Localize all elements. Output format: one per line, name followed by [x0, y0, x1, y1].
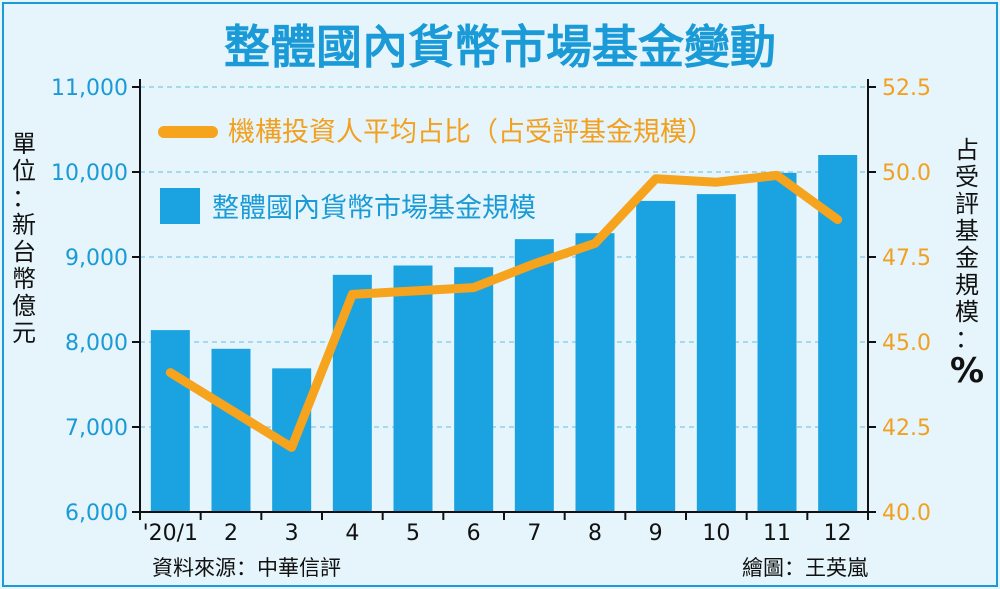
line-point	[594, 242, 596, 245]
bar	[393, 265, 433, 512]
line-point	[351, 293, 354, 296]
line-point	[230, 409, 232, 411]
chart-title: 整體國內貨幣市場基金變動	[224, 20, 776, 74]
axis-label-text: 占受評基金規模：%	[950, 136, 984, 391]
x-tick-label: 12	[824, 521, 852, 546]
line-point	[715, 181, 718, 184]
x-tick-label: 6	[467, 521, 481, 546]
x-tick-label: 4	[345, 521, 359, 546]
legend-line-label: 機構投資人平均占比（占受評基金規模）	[228, 117, 714, 148]
x-tick-label: 9	[649, 521, 663, 546]
right-tick-label: 50.0	[882, 161, 931, 186]
x-tick-label: 5	[406, 521, 420, 546]
left-tick-label: 10,000	[51, 161, 128, 186]
legend: 機構投資人平均占比（占受評基金規模） 整體國內貨幣市場基金規模	[158, 117, 714, 224]
bar	[454, 267, 494, 512]
source-note: 資料來源：中華信評	[152, 556, 341, 580]
bar	[575, 233, 615, 512]
right-tick-label: 42.5	[882, 416, 931, 441]
left-axis-ticks: 6,000 7,000 8,000 9,000 10,000 11,000	[51, 76, 128, 526]
right-tick-label: 45.0	[882, 331, 931, 356]
line-point	[290, 446, 293, 449]
right-axis-label: 占受評基金規模：%	[950, 136, 984, 391]
x-tick-label: 2	[224, 521, 238, 546]
x-axis-ticks: '20/1 2 3 4 5 6 7 8 9 10 11 12	[143, 521, 852, 546]
bar	[332, 274, 372, 512]
right-axis-ticks: 40.0 42.5 45.0 47.5 50.0 52.5	[882, 76, 931, 526]
line-point	[533, 262, 536, 265]
legend-line-swatch	[158, 126, 218, 138]
bar	[636, 200, 676, 512]
bar-series	[150, 155, 858, 512]
bar	[150, 330, 190, 512]
x-tick-label: 7	[527, 521, 541, 546]
line-point	[169, 371, 172, 374]
x-tick-label: 8	[588, 521, 602, 546]
x-tick-label: 3	[285, 521, 299, 546]
x-tick-label: 11	[763, 521, 791, 546]
right-tick-label: 40.0	[882, 501, 931, 526]
axis-label-text: 單位：新台幣億元	[12, 130, 36, 347]
x-tick-label: '20/1	[143, 521, 198, 546]
right-tick-label: 52.5	[882, 76, 931, 101]
bar	[514, 239, 554, 512]
legend-bar-label: 整體國內貨幣市場基金規模	[212, 193, 536, 224]
left-tick-label: 11,000	[51, 76, 128, 101]
right-tick-label: 47.5	[882, 246, 931, 271]
line-point	[412, 290, 414, 292]
line-point	[776, 174, 778, 177]
legend-bar-swatch	[160, 188, 200, 224]
line-path	[165, 170, 843, 452]
line-point	[836, 218, 839, 221]
bar	[757, 172, 797, 512]
line-point	[472, 286, 475, 289]
left-axis-label: 單位：新台幣億元	[12, 130, 36, 347]
left-tick-label: 8,000	[65, 331, 128, 356]
credit-note: 繪圖：王英嵐	[742, 556, 868, 580]
bar	[696, 194, 736, 512]
x-tick-label: 10	[702, 521, 730, 546]
left-tick-label: 6,000	[65, 501, 128, 526]
bar	[211, 348, 251, 512]
line-point	[654, 177, 657, 180]
axes	[132, 79, 876, 520]
line-series	[165, 170, 843, 452]
left-tick-label: 7,000	[65, 416, 128, 441]
left-tick-label: 9,000	[65, 246, 128, 271]
